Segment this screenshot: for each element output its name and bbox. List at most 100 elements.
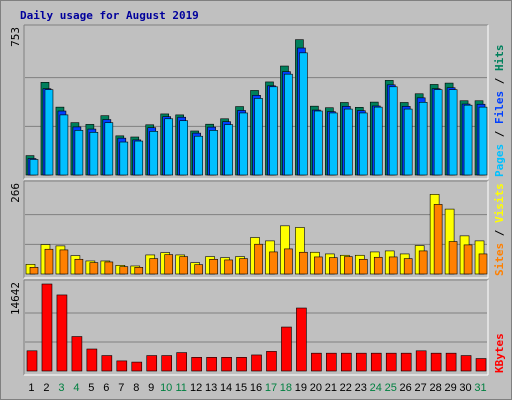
legend-item-files: Files xyxy=(493,91,506,124)
bar-kbytes xyxy=(370,352,382,372)
bar-kbytes xyxy=(385,352,397,372)
bar-kbytes xyxy=(116,360,128,372)
x-tick-label: 7 xyxy=(118,382,124,394)
bar-sites xyxy=(254,243,263,275)
bar-pages xyxy=(89,132,99,176)
x-axis-ticks: 1 2 3 4 5 6 7 8 9 10 11 12 13 14 15 16 17 18 19 20 21 22 23 24 2… xyxy=(28,382,486,394)
bar-pages xyxy=(433,89,443,176)
bar-sites xyxy=(104,261,114,275)
x-tick-label: 31 xyxy=(474,382,486,394)
x-tick-label: 21 xyxy=(325,382,337,394)
bar-kbytes xyxy=(355,352,367,372)
legend-item-hits: Hits xyxy=(493,45,506,72)
bar-sites xyxy=(388,256,398,275)
x-tick-label: 27 xyxy=(415,382,427,394)
x-tick-label: 16 xyxy=(250,382,262,394)
bar-sites xyxy=(358,258,368,275)
x-tick-label: 22 xyxy=(340,382,352,394)
bar-kbytes xyxy=(281,326,292,372)
bar-sites xyxy=(344,256,353,275)
bar-sites xyxy=(269,251,278,275)
x-tick-label: 14 xyxy=(220,382,232,394)
bar-pages xyxy=(344,108,353,176)
bar-sites xyxy=(418,250,428,275)
x-tick-label: 25 xyxy=(385,382,397,394)
x-tick-label: 15 xyxy=(235,382,247,394)
bar-pages xyxy=(119,141,129,176)
bar-pages xyxy=(403,108,413,176)
bar-pages xyxy=(194,135,203,176)
bar-pages xyxy=(149,131,159,176)
bar-pages xyxy=(314,110,323,176)
bar-pages xyxy=(44,89,54,176)
bar-pages xyxy=(373,106,383,176)
bar-sites xyxy=(314,256,323,275)
bar-sites xyxy=(403,258,413,275)
x-tick-label: 20 xyxy=(310,382,322,394)
x-tick-label: 9 xyxy=(148,382,154,394)
legend-label: Pages / Files / Hits xyxy=(493,45,506,178)
bar-pages xyxy=(269,86,278,176)
legend-item-visits: Visits xyxy=(493,183,506,223)
bar-sites xyxy=(463,244,473,275)
bar-kbytes xyxy=(475,358,487,372)
bar-pages xyxy=(478,106,488,176)
bar-pages xyxy=(209,130,218,176)
chart-panel-3: 14642 KBytes xyxy=(9,279,506,376)
bar-pages xyxy=(224,124,233,176)
bar-pages xyxy=(134,140,144,176)
bar-kbytes xyxy=(26,350,38,372)
bar-pages xyxy=(254,98,263,176)
bar-pages xyxy=(284,73,293,176)
bar-sites xyxy=(179,256,188,275)
x-tick-label: 18 xyxy=(280,382,292,394)
bar-kbytes xyxy=(221,357,232,372)
bar-kbytes xyxy=(266,351,277,372)
x-tick-label: 30 xyxy=(459,382,471,394)
legend-label: Sites / Visits xyxy=(493,183,506,276)
bar-pages xyxy=(448,89,458,176)
x-tick-label: 10 xyxy=(160,382,172,394)
bar-sites xyxy=(89,262,99,275)
bar-kbytes xyxy=(311,352,322,372)
bar-sites xyxy=(149,258,159,275)
bar-kbytes xyxy=(86,348,98,372)
x-tick-label: 19 xyxy=(295,382,307,394)
x-tick-label: 3 xyxy=(58,382,64,394)
bar-sites xyxy=(209,258,218,275)
x-tick-label: 1 xyxy=(28,382,34,394)
bar-kbytes xyxy=(415,350,427,372)
bar-sites xyxy=(329,257,338,275)
bar-sites xyxy=(448,241,458,275)
legend-separator: / xyxy=(493,71,506,91)
bar-kbytes xyxy=(460,355,472,372)
bar-sites xyxy=(224,259,233,275)
chart-panel-1: 753 Pages / Files / Hits xyxy=(9,24,506,180)
bar-kbytes xyxy=(236,357,247,372)
legend-label: KBytes xyxy=(493,333,506,373)
x-tick-label: 5 xyxy=(88,382,94,394)
bar-kbytes xyxy=(176,352,187,372)
bar-sites xyxy=(29,267,39,275)
x-tick-label: 17 xyxy=(265,382,277,394)
bar-sites xyxy=(119,266,129,275)
bar-pages xyxy=(104,122,114,176)
bar-pages xyxy=(299,52,308,176)
bar-sites xyxy=(44,248,54,275)
bar-kbytes xyxy=(445,352,457,372)
x-tick-label: 28 xyxy=(429,382,441,394)
bar-kbytes xyxy=(146,355,158,372)
x-tick-label: 23 xyxy=(355,382,367,394)
bar-kbytes xyxy=(71,336,83,372)
bar-sites xyxy=(373,256,383,275)
bar-kbytes xyxy=(206,357,217,372)
bar-sites xyxy=(284,248,293,275)
chart-panels: 753 Pages / Files / Hits 266 Sites / Visits… xyxy=(9,24,506,376)
bar-sites xyxy=(239,258,248,275)
bar-pages xyxy=(329,112,338,176)
bar-pages xyxy=(239,112,248,176)
bar-pages xyxy=(388,86,398,176)
bar-sites xyxy=(74,258,84,275)
bar-kbytes xyxy=(400,352,412,372)
